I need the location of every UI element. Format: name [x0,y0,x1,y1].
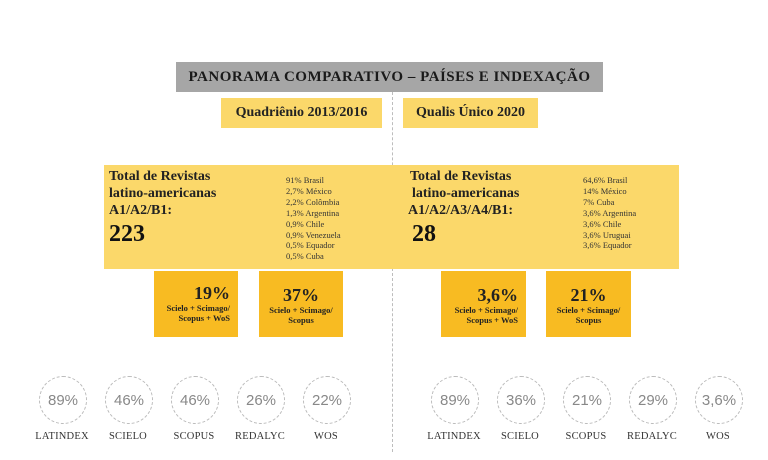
country-item: 0,5% Equador [286,240,335,251]
scopus-circle: 46% [171,376,219,424]
left-box2-sub-1: Scielo + Scimago/ [269,305,333,315]
country-item: 0,9% Chile [286,218,325,229]
right-total-box: Total de Revistas latino-americanas A1/A… [392,165,679,269]
country-item: 3,6% Uruguai [583,229,631,240]
country-item: 2,2% Colômbia [286,196,340,207]
left-box1-pct: 19% [194,283,230,303]
left-total-value: 223 [109,221,145,247]
right-box2-sub-2: Scopus [575,315,602,325]
redalyc-label: REDALYC [235,431,285,442]
country-item: 7% Cuba [583,196,615,207]
latindex-circle: 89% [431,376,479,424]
page-title: PANORAMA COMPARATIVO – PAÍSES E INDEXAÇÃ… [176,62,603,92]
left-box2-pct: 37% [283,285,319,305]
country-item: 14% México [583,185,627,196]
country-item: 91% Brasil [286,175,325,185]
scielo-circle: 46% [105,376,153,424]
left-total-box: Total de Revistas latino-americanas A1/A… [104,165,392,269]
country-item: 2,7% México [286,185,332,196]
right-box1-sub-2: Scopus + WoS [466,315,518,325]
right-box1-sub-1: Scielo + Scimago/ [454,305,518,315]
right-total-label-1: Total de Revistas [410,169,512,184]
left-index-box-2: 37% Scielo + Scimago/ Scopus [259,271,343,337]
latindex-circle: 89% [39,376,87,424]
country-item: 3,6% Argentina [583,207,637,218]
left-country-list: 91% Brasil 2,7% México 2,2% Colômbia 1,3… [286,175,341,262]
right-period-label: Qualis Único 2020 [403,98,538,128]
country-item: 0,5% Cuba [286,251,324,262]
scopus-circle: 21% [563,376,611,424]
right-total-label-2: latino-americanas [412,186,520,201]
right-index-box-2: 21% Scielo + Scimago/ Scopus [546,271,631,337]
right-total-value: 28 [412,221,436,247]
scopus-label: SCOPUS [173,431,215,442]
scielo-circle: 36% [497,376,545,424]
left-total-label-1: Total de Revistas [109,169,211,184]
center-divider [392,92,393,452]
redalyc-circle: 26% [237,376,285,424]
latindex-label: LATINDEX [427,431,481,442]
left-box2-sub-2: Scopus [288,315,314,325]
left-box1-sub-1: Scielo + Scimago/ [166,303,230,313]
latindex-label: LATINDEX [35,431,89,442]
right-index-box-1: 3,6% Scielo + Scimago/ Scopus + WoS [441,271,526,337]
country-item: 64,6% Brasil [583,175,628,185]
right-box2-pct: 21% [570,285,607,305]
wos-label: WOS [314,431,338,442]
left-period-label: Quadriênio 2013/2016 [221,98,382,128]
wos-circle: 22% [303,376,351,424]
country-item: 0,9% Venezuela [286,229,341,240]
right-total-label-3: A1/A2/A3/A4/B1: [408,203,513,218]
country-item: 1,3% Argentina [286,207,340,218]
scopus-label: SCOPUS [565,431,607,442]
left-index-box-1: 19% Scielo + Scimago/ Scopus + WoS [154,271,238,337]
wos-circle: 3,6% [695,376,743,424]
scielo-label: SCIELO [501,431,539,442]
left-total-label-3: A1/A2/B1: [109,203,172,218]
left-box1-sub-2: Scopus + WoS [178,313,230,323]
scielo-label: SCIELO [109,431,147,442]
redalyc-circle: 29% [629,376,677,424]
country-item: 3,6% Equador [583,240,632,251]
right-country-list: 64,6% Brasil 14% México 7% Cuba 3,6% Arg… [583,175,636,251]
right-box1-pct: 3,6% [477,285,519,305]
redalyc-label: REDALYC [627,431,677,442]
right-box2-sub-1: Scielo + Scimago/ [556,305,621,315]
left-total-label-2: latino-americanas [109,186,217,201]
country-item: 3,6% Chile [583,218,622,229]
wos-label: WOS [706,431,730,442]
